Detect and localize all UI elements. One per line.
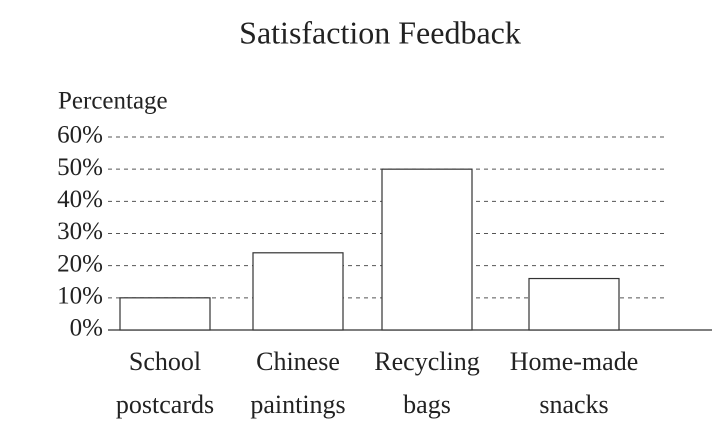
x-tick-label: Recycling bags — [374, 347, 480, 419]
y-tick-label: 50% — [57, 154, 103, 181]
y-axis-label: Percentage — [58, 88, 168, 115]
x-tick-label: Chinese paintings — [250, 347, 346, 419]
chart-title: Satisfaction Feedback — [239, 14, 521, 50]
x-tick-label: School postcards — [115, 347, 215, 419]
y-tick-label: 30% — [57, 218, 103, 245]
bar — [381, 168, 473, 331]
bar — [528, 277, 620, 331]
y-tick-label: 20% — [57, 250, 103, 277]
y-tick-label: 60% — [57, 122, 103, 149]
y-tick-label: 0% — [70, 315, 103, 342]
bar — [252, 252, 344, 331]
y-tick-label: 10% — [57, 283, 103, 310]
bar — [119, 297, 211, 331]
y-tick-label: 40% — [57, 186, 103, 213]
x-tick-label: Home-made snacks — [509, 347, 639, 419]
